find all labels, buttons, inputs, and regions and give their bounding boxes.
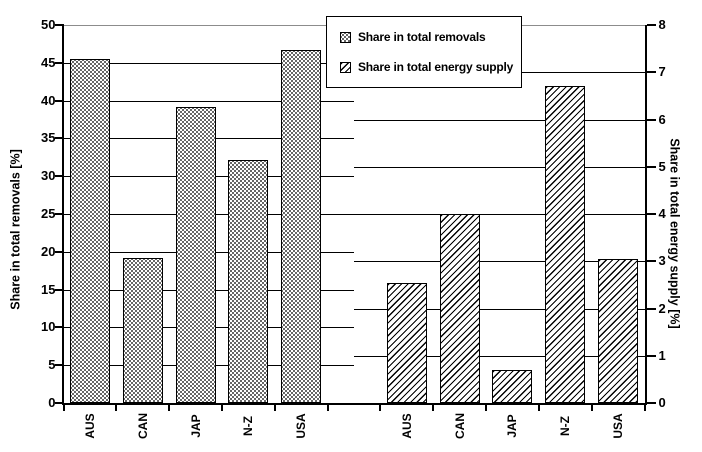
bar-removals-usa [281,49,322,403]
y-tick-label-right: 1 [658,347,666,363]
y-tick-left [54,137,64,140]
bar-energy-usa [598,258,639,403]
x-category-label-removals: CAN [135,413,150,439]
x-category-label-removals: USA [294,413,309,439]
y-tick-label-left: 15 [41,281,56,297]
gridline-left-scale [63,62,354,64]
y-tick-right [646,354,656,357]
y-tick-left [54,213,64,215]
x-tick [168,403,171,411]
y-tick-label-right: 8 [658,17,666,32]
gridline-right-scale [354,166,645,168]
x-tick [537,403,540,411]
x-tick [273,403,276,411]
x-category-label-removals: AUS [82,413,97,439]
y-tick-label-right: 4 [658,206,666,221]
y-tick-right [646,402,656,404]
y-tick-label-left: 35 [41,130,56,146]
x-category-label-energy: JAP [505,414,520,438]
x-category-label-removals: JAP [188,414,203,438]
legend-label-energy: Share in total energy supply [358,60,514,74]
y-tick-left [54,250,64,253]
y-tick-label-left: 50 [41,17,56,32]
gridline-right-scale [354,308,645,310]
gridline-right-scale [354,119,645,121]
y-tick-label-right: 7 [658,64,666,80]
legend: Share in total removals Share in total e… [326,16,522,88]
x-category-label-energy: N-Z [558,416,573,436]
gridline-left-scale [63,100,354,102]
y-tick-left [54,364,64,367]
x-category-label-removals: N-Z [241,416,256,436]
y-tick-left [54,326,64,329]
legend-item-removals: Share in total removals [340,30,517,44]
y-tick-right [646,307,656,310]
y-tick-left [54,288,64,291]
x-tick [590,403,593,411]
y-tick-right [646,118,656,121]
x-tick [643,403,646,411]
left-axis-title: Share in total removals [%] [8,149,23,310]
x-category-label-energy: USA [611,413,626,439]
legend-label-removals: Share in total removals [358,30,486,44]
y-tick-label-right: 0 [658,395,666,410]
bar-removals-aus [69,59,110,403]
hatch-pattern-icon [340,61,351,73]
y-tick-label-left: 10 [41,319,56,335]
y-tick-right [646,24,656,26]
y-tick-right [646,71,656,74]
x-tick [115,403,118,411]
y-tick-label-left: 25 [41,206,56,221]
x-tick [379,403,382,411]
y-tick-right [646,260,656,263]
y-axis-left [61,25,64,405]
gridline-right-scale [354,355,645,357]
x-tick [485,403,488,411]
y-tick-label-left: 30 [41,168,56,184]
y-tick-label-left: 20 [41,243,56,259]
y-tick-label-right: 6 [658,111,666,127]
y-axis-right [644,25,647,405]
x-tick [432,403,435,411]
bar-removals-jap [175,107,216,403]
gridline-right-scale [354,261,645,263]
y-tick-right [646,165,656,168]
y-tick-left [54,402,64,404]
y-tick-label-left: 0 [48,395,56,410]
x-tick [220,403,223,411]
legend-item-energy: Share in total energy supply [340,60,517,74]
y-tick-label-right: 3 [658,253,666,269]
bar-removals-can [122,257,163,403]
gridline-right-scale [354,214,645,215]
bar-energy-aus [386,282,427,403]
bar-removals-n-z [228,160,269,403]
bar-energy-n-z [545,86,586,403]
y-tick-label-right: 2 [658,300,666,316]
bar-energy-can [439,214,480,403]
y-tick-left [54,24,64,26]
bar-energy-jap [492,369,533,403]
x-category-label-energy: AUS [399,413,414,439]
x-category-label-energy: CAN [452,413,467,439]
y-tick-label-left: 5 [48,357,56,373]
dots-pattern-icon [340,31,351,43]
y-tick-right [646,213,656,215]
y-tick-label-right: 5 [658,158,666,174]
x-tick [62,403,65,411]
y-tick-left [54,175,64,178]
y-tick-label-left: 40 [41,92,56,108]
x-tick [326,403,329,411]
y-tick-label-left: 45 [41,54,56,70]
x-axis [61,403,647,405]
y-tick-left [54,61,64,64]
y-tick-left [54,99,64,102]
